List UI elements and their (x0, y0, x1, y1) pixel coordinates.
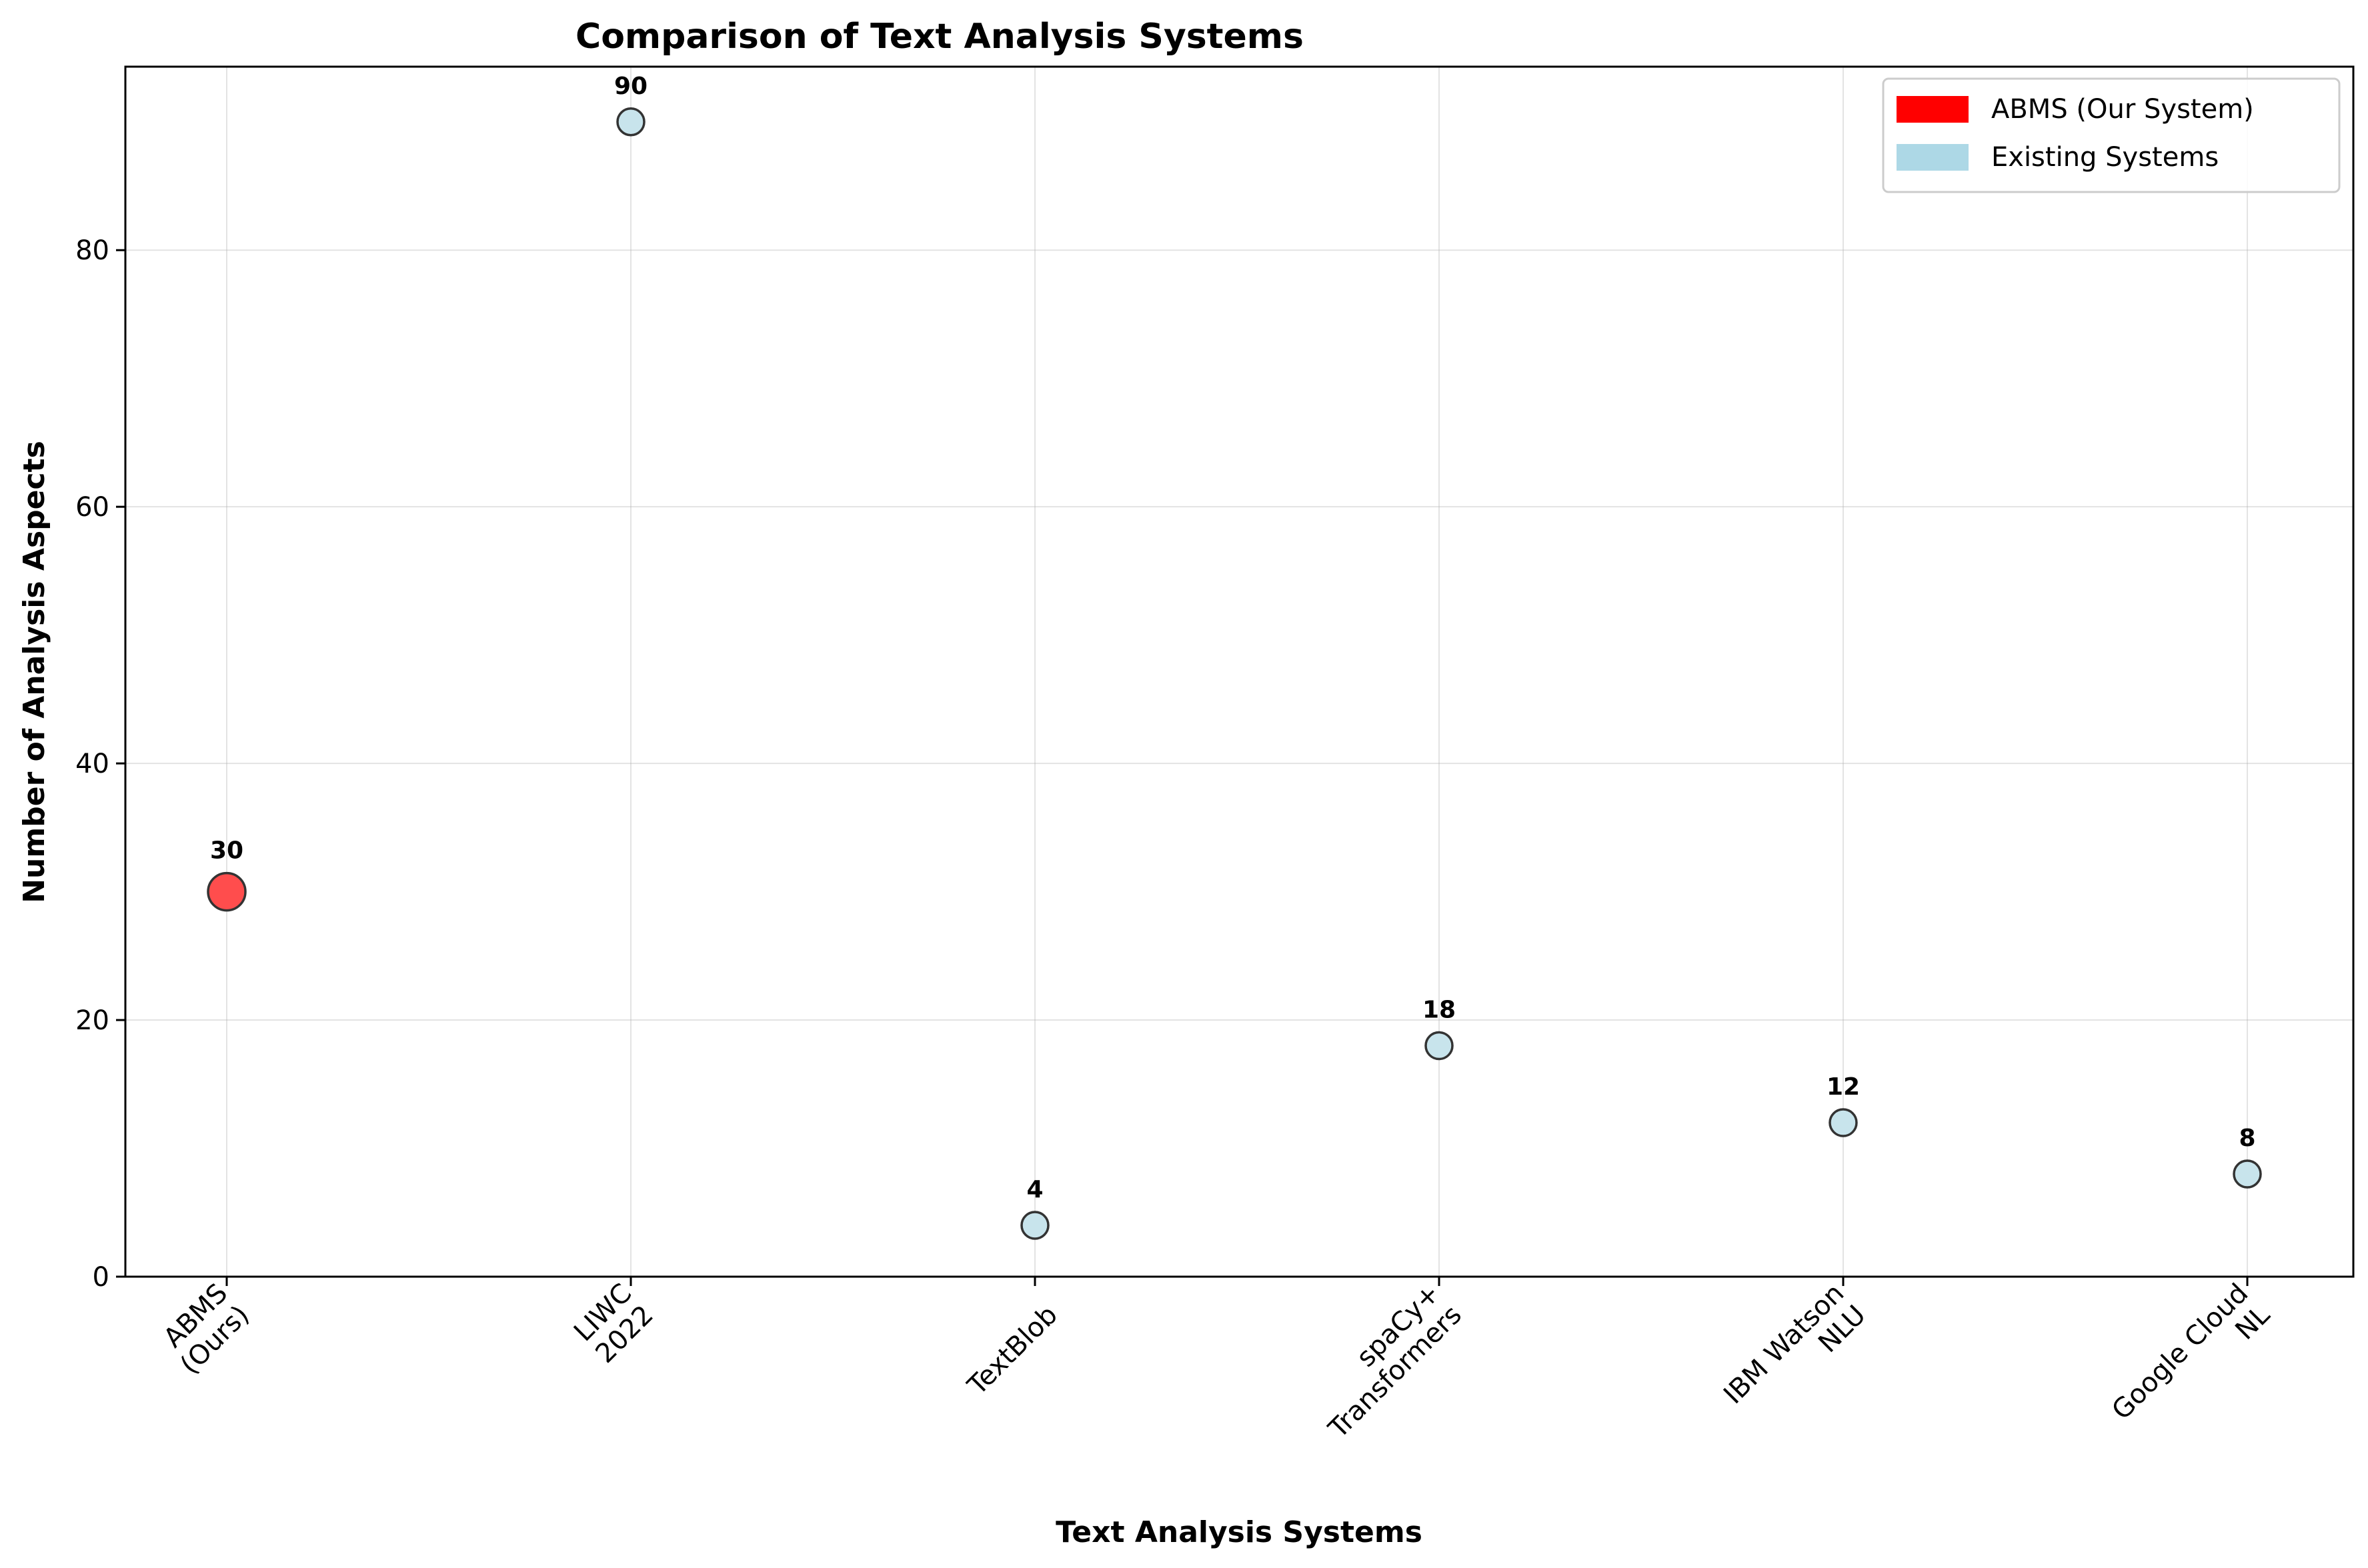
y-tick-label: 80 (75, 235, 109, 266)
data-point (1424, 1031, 1454, 1061)
legend-label: ABMS (Our System) (1991, 94, 2254, 125)
legend-swatch-abms (1897, 96, 1969, 123)
highlight-data-point (207, 871, 247, 912)
grid-lines (125, 67, 2353, 1277)
y-axis-label: Number of Analysis Aspects (17, 441, 51, 903)
chart-title: Comparison of Text Analysis Systems (575, 17, 1304, 57)
data-point (2233, 1159, 2262, 1189)
legend: ABMS (Our System) Existing Systems (1882, 77, 2341, 193)
data-label: 30 (210, 837, 243, 865)
data-label: 8 (2239, 1125, 2255, 1152)
data-point (1829, 1108, 1858, 1137)
y-axis: 0 20 40 60 80 (75, 235, 125, 1293)
y-tick-label: 40 (75, 749, 109, 779)
data-label: 12 (1827, 1073, 1860, 1101)
data-point (616, 107, 646, 137)
y-tick-label: 60 (75, 492, 109, 523)
data-point (1020, 1211, 1050, 1240)
data-label: 4 (1026, 1176, 1043, 1203)
y-tick-label: 20 (75, 1005, 109, 1036)
legend-box (1882, 77, 2341, 193)
plot-area: 30 90 4 18 12 8 (207, 73, 2262, 1240)
legend-swatch-existing (1897, 144, 1969, 171)
plot-frame (124, 65, 2355, 1278)
data-label: 90 (614, 73, 648, 100)
x-axis-label: Text Analysis Systems (1056, 1515, 1422, 1549)
legend-label: Existing Systems (1991, 142, 2219, 173)
data-label: 18 (1422, 997, 1456, 1024)
y-tick-label: 0 (93, 1262, 109, 1293)
